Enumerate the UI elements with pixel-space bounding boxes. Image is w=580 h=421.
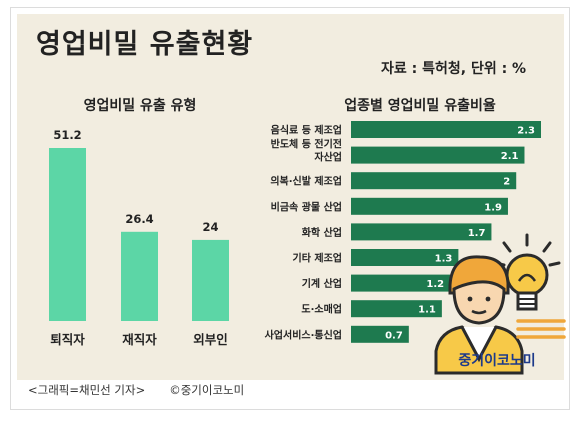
hbar-7 bbox=[351, 274, 451, 292]
vbar-value-label: 51.2 bbox=[53, 128, 81, 142]
vbar-2 bbox=[121, 231, 158, 321]
right-chart-title: 업종별 영업비밀 유출비율 bbox=[344, 98, 496, 114]
hbar-category-label: 기계 산업 bbox=[302, 277, 342, 290]
hbar-category-label: 사업서비스·통신업 bbox=[265, 328, 342, 341]
hbar-value-label: 1.9 bbox=[484, 202, 502, 213]
hbar-category-label: 기타 제조업 bbox=[293, 252, 342, 265]
vbar-category-label: 재직자 bbox=[122, 332, 157, 347]
hbar-category-label: 비금속 광물 산업 bbox=[271, 200, 342, 213]
hbar-value-label: 1.2 bbox=[426, 279, 444, 290]
vbar-category-label: 퇴직자 bbox=[50, 332, 85, 347]
hbar-category-label: 도·소매업 bbox=[301, 303, 342, 316]
vbar-value-label: 26.4 bbox=[125, 212, 153, 226]
hbar-value-label: 0.7 bbox=[385, 330, 403, 341]
hbar-5 bbox=[351, 223, 492, 241]
vbar-category-label: 외부인 bbox=[193, 332, 228, 347]
hbar-value-label: 1.3 bbox=[435, 254, 453, 265]
figure-caption: <그래픽=채민선 기자> ©중기이코노미 bbox=[28, 382, 268, 398]
hbar-6 bbox=[351, 249, 459, 266]
hbar-3 bbox=[351, 172, 517, 190]
hbar-value-label: 2 bbox=[503, 177, 510, 188]
copyright-credit: ©중기이코노미 bbox=[169, 383, 245, 397]
page-title: 영업비밀 유출현황 bbox=[36, 29, 254, 60]
vbar-1 bbox=[49, 148, 86, 321]
hbar-4 bbox=[351, 197, 508, 215]
hbar-category-label: 반도체 등 전기전 자산업 bbox=[271, 138, 342, 164]
brand-logo: 중기이코노미 bbox=[458, 353, 536, 369]
hbar-category-label: 음식료 등 제조업 bbox=[271, 124, 342, 137]
hbar-value-label: 2.1 bbox=[501, 151, 519, 162]
caption-text: <그래픽=채민선 기자> bbox=[28, 383, 146, 397]
hbar-category-label: 화학 산업 bbox=[302, 226, 342, 239]
person-lightbulb-illustration bbox=[434, 233, 566, 375]
hbar-9 bbox=[351, 325, 409, 343]
hbar-value-label: 1.7 bbox=[468, 228, 486, 239]
left-chart-title: 영업비밀 유출 유형 bbox=[83, 98, 197, 114]
source-note: 자료 : 특허청, 단위 : % bbox=[381, 61, 527, 77]
hbar-1 bbox=[351, 121, 541, 138]
hbar-8 bbox=[351, 300, 442, 318]
hbar-2 bbox=[351, 146, 525, 164]
hbar-value-label: 2.3 bbox=[517, 126, 535, 137]
vbar-3 bbox=[192, 239, 229, 321]
hbar-value-label: 1.1 bbox=[418, 305, 436, 316]
hbar-category-label: 의복·신발 제조업 bbox=[270, 175, 342, 188]
vbar-value-label: 24 bbox=[202, 220, 218, 234]
